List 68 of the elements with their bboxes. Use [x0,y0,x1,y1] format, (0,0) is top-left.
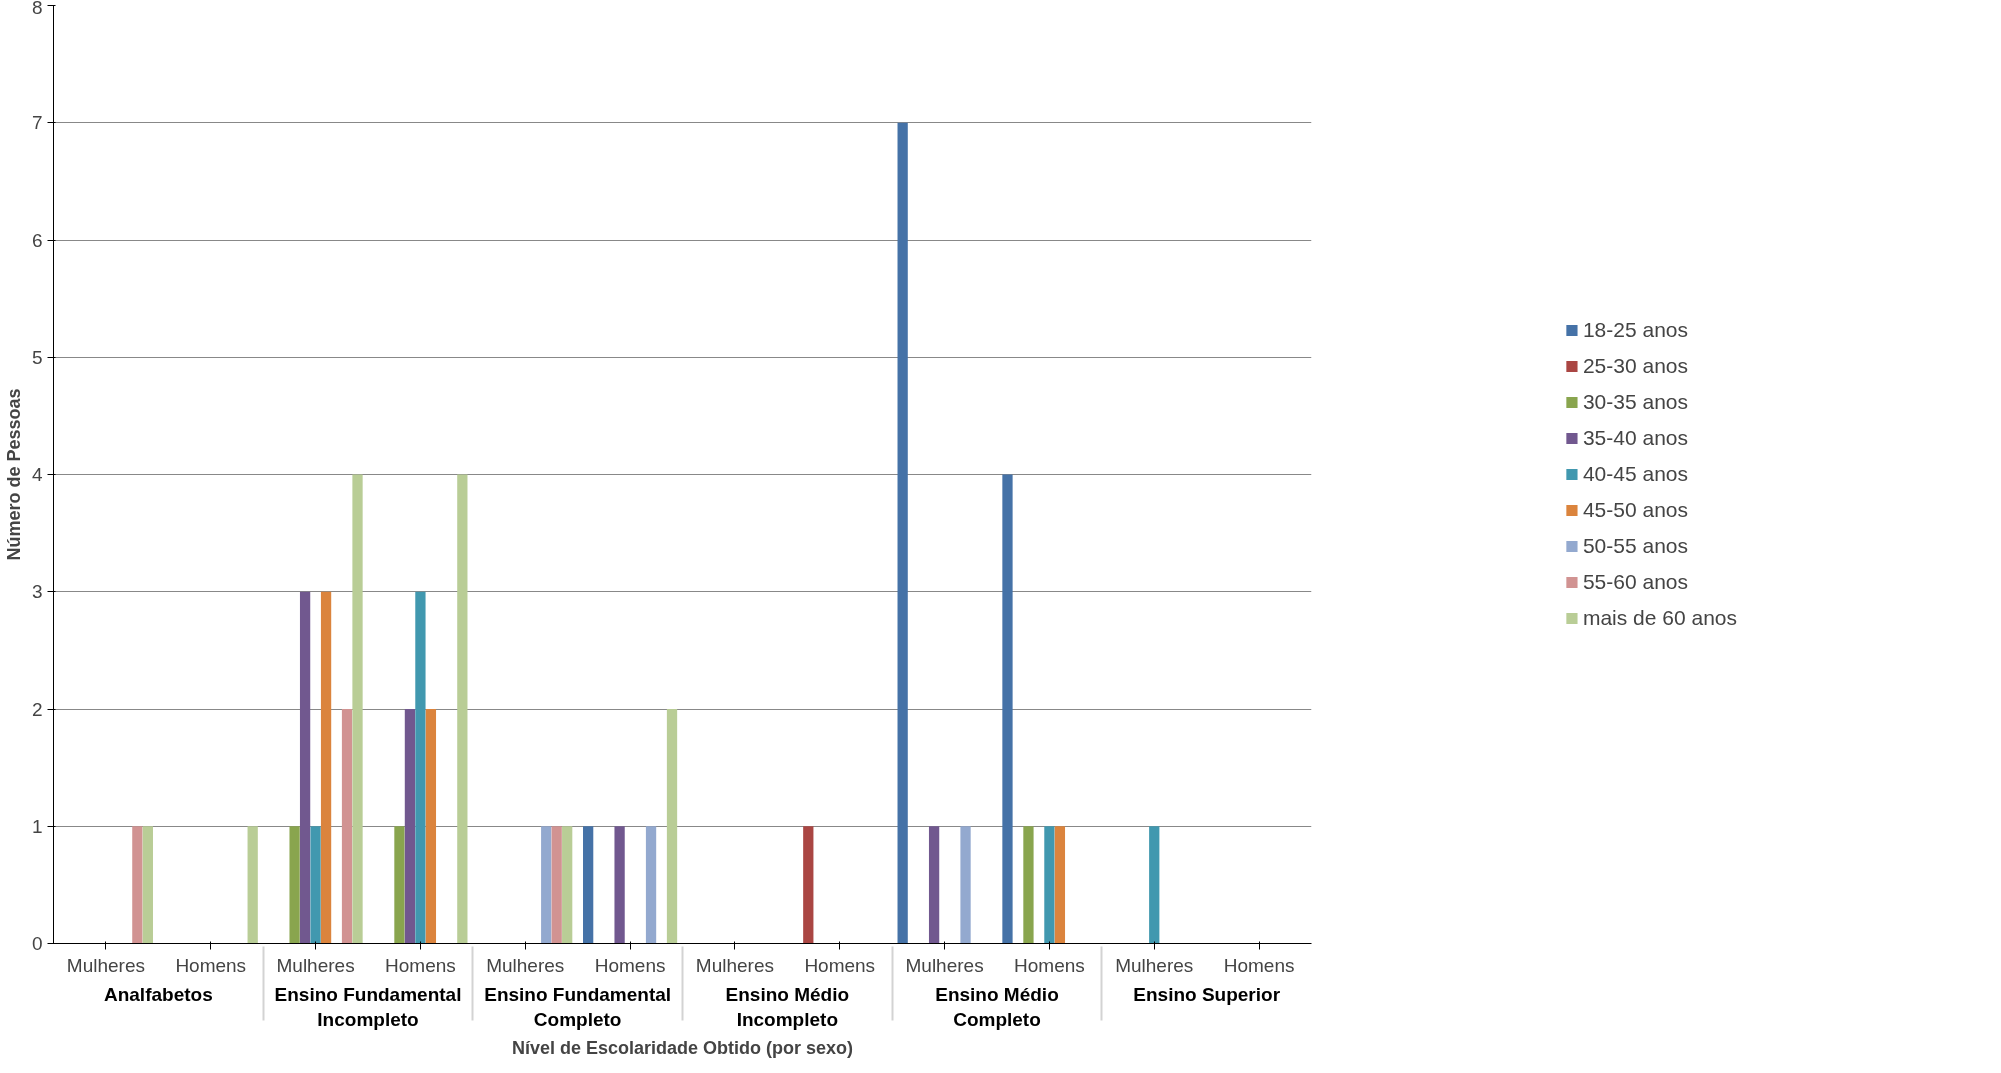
y-tick-label: 6 [31,229,43,251]
x-tick-label: Homens [1223,954,1295,976]
x-tick-label: Homens [594,954,666,976]
text: Ensino Fundamental Completo [484,983,672,1030]
bar [299,591,311,944]
y-tick-label: 3 [31,581,43,603]
x-axis-title: Nível de Escolaridade Obtido (por sexo) [511,1037,854,1058]
x-tick-label: Homens [175,954,247,976]
legend-label: 35-40 anos [1582,426,1689,450]
text: Ensino Superior [1133,983,1281,1005]
bar [1002,474,1013,944]
legend-label: 25-30 anos [1582,354,1689,378]
bar [803,826,814,944]
bar [666,709,678,944]
x-tick-label: Mulheres [905,954,984,976]
y-axis-title: Número de Pessoas [3,388,24,561]
y-tick-label: 8 [31,0,43,18]
y-tick-label: 2 [31,698,43,720]
bar [541,826,552,944]
legend-label: 30-35 anos [1582,390,1689,414]
x-tick-label: Homens [804,954,876,976]
legend-label: 40-45 anos [1582,462,1689,486]
x-tick-label: Mulheres [1115,954,1194,976]
y-tick-label: 1 [31,815,43,837]
bar [132,826,143,944]
text: Ensino Médio Completo [935,983,1059,1030]
text: Ensino Fundamental Incompleto [274,983,462,1030]
y-tick-label: 0 [31,933,43,954]
legend-label: 45-50 anos [1582,498,1689,522]
bar [1044,826,1055,944]
legend-label: 18-25 anos [1582,318,1689,342]
bar [928,826,940,944]
x-tick-label: Mulheres [486,954,565,976]
bar [1149,826,1160,944]
bar [960,826,971,944]
bar [320,591,332,944]
x-tick-label: Mulheres [276,954,355,976]
bar [341,709,353,944]
bar [583,826,594,944]
x-tick-label: Mulheres [695,954,774,976]
bar [425,709,437,944]
bar [645,826,657,944]
legend-label: 50-55 anos [1582,534,1689,558]
x-tick-label: Homens [1014,954,1085,976]
bar [562,826,573,944]
text: Analfabetos [103,983,213,1005]
bar [247,826,258,944]
legend-label: 55-60 anos [1582,570,1689,594]
x-tick-label: Mulheres [66,954,145,976]
bar [404,709,416,944]
bar [897,122,908,944]
bar [614,826,625,944]
bar [551,826,562,944]
bar [289,826,300,944]
y-tick-label: 5 [31,346,43,368]
bar [310,826,321,944]
x-tick-label: Homens [385,954,456,976]
y-tick-label: 7 [31,112,43,134]
bar [415,591,426,944]
y-tick-label: 4 [31,464,43,485]
bar [352,474,363,944]
bar [1023,826,1034,944]
bar [142,826,153,944]
bar [1054,826,1066,944]
bar [394,826,405,944]
bar [457,474,468,944]
text: Ensino Médio Incompleto [725,983,850,1030]
legend-label: mais de 60 anos [1582,606,1738,630]
